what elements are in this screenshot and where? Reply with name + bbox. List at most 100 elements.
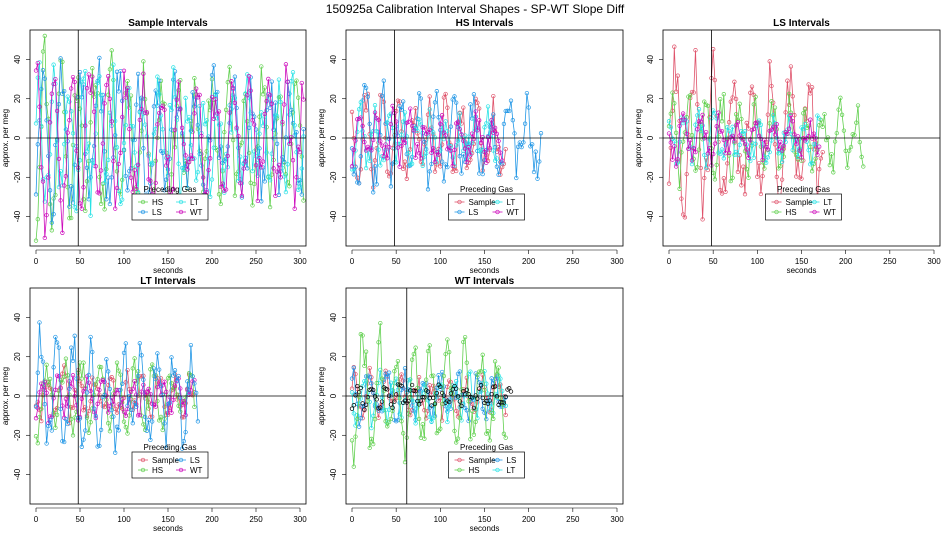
series-point-WT_self xyxy=(508,389,514,394)
series-point-WT xyxy=(397,164,402,169)
series-point-Sample xyxy=(358,167,363,172)
series-point-LT xyxy=(714,116,719,121)
series-point-HS xyxy=(252,181,257,187)
series-point-WT xyxy=(70,74,76,80)
series-point-WT xyxy=(457,126,462,132)
series-point-WT xyxy=(492,125,498,131)
series-point-LT xyxy=(155,74,160,79)
series-point-HS xyxy=(84,179,90,184)
series-point-LT xyxy=(349,167,355,172)
series-point-HS xyxy=(216,192,222,197)
series-point-WT xyxy=(130,189,135,194)
series-point-Sample xyxy=(439,142,445,147)
series-point-HS xyxy=(829,151,834,157)
series-point-HS xyxy=(299,154,304,159)
series-point-LT xyxy=(422,154,427,159)
legend-entry-label: Sample xyxy=(152,456,180,465)
series-point-LT xyxy=(63,109,69,115)
legend-swatch-point xyxy=(178,467,184,473)
series-point-LT xyxy=(751,155,756,160)
series-point-HS xyxy=(491,416,496,421)
series-point-Sample xyxy=(503,146,508,152)
series-point-LT xyxy=(353,423,358,428)
series-point-HS xyxy=(841,128,847,133)
series-point-HS xyxy=(90,66,95,71)
series-point-WT xyxy=(134,392,139,397)
series-point-WT xyxy=(135,413,141,418)
series-point-HS xyxy=(473,419,478,424)
series-point-Sample xyxy=(808,91,813,96)
series-point-LT xyxy=(250,168,255,174)
series-point-Sample xyxy=(179,415,185,420)
series-point-WT xyxy=(668,140,673,145)
series-point-WT xyxy=(468,153,473,158)
series-point-LS xyxy=(185,185,190,190)
series-point-LS xyxy=(102,393,107,398)
series-point-LT xyxy=(696,107,702,112)
series-point-Sample xyxy=(739,183,744,188)
series-point-Sample xyxy=(744,120,749,126)
series-point-WT xyxy=(732,139,737,144)
series-point-WT xyxy=(70,373,76,378)
series-point-HS xyxy=(705,103,711,109)
series-point-HS xyxy=(223,107,229,112)
series-point-HS xyxy=(399,419,404,424)
series-point-WT xyxy=(102,379,107,384)
series-point-Sample xyxy=(726,120,732,125)
series-point-LT xyxy=(171,65,176,70)
series-point-WT xyxy=(63,174,69,179)
series-point-LT xyxy=(702,152,707,158)
y-tick-label: 20 xyxy=(329,352,338,361)
series-point-HS xyxy=(455,436,461,441)
series-point-LT xyxy=(491,148,496,153)
y-tick-label: 20 xyxy=(329,94,338,103)
series-point-HS xyxy=(88,420,93,425)
series-point-WT xyxy=(705,151,711,156)
x-tick-label: 50 xyxy=(392,257,401,266)
series-point-HS xyxy=(54,412,60,417)
legend: Preceding Gas Sample LS HS LT xyxy=(448,443,525,479)
series-point-HS xyxy=(462,334,468,340)
series-point-HS xyxy=(439,401,445,407)
series-point-WT xyxy=(282,102,287,107)
series-point-LT xyxy=(809,160,815,166)
series-point-LS xyxy=(123,341,128,346)
y-tick-label: 0 xyxy=(13,135,22,140)
series-point-LS xyxy=(35,142,40,147)
series-point-LT xyxy=(287,112,292,117)
series-point-WT xyxy=(248,88,253,93)
series-point-WT xyxy=(797,148,802,153)
series-point-LS xyxy=(496,172,501,177)
series-point-LS xyxy=(185,379,190,384)
series-point-WT xyxy=(283,62,289,67)
series-point-WT xyxy=(680,111,686,116)
series-point-LS xyxy=(42,402,47,407)
series-point-Sample xyxy=(693,48,698,53)
series-point-HS xyxy=(296,95,301,100)
legend-entry-label: WT xyxy=(507,208,520,217)
series-point-WT xyxy=(164,389,169,394)
series-point-LT xyxy=(698,128,703,133)
series-point-WT xyxy=(462,146,468,151)
series-point-HS xyxy=(753,94,758,99)
series-point-HS xyxy=(376,340,381,345)
series-point-Sample xyxy=(772,142,778,147)
series-point-LS xyxy=(44,118,49,123)
series-point-LT xyxy=(695,113,700,118)
series-group xyxy=(666,44,866,222)
y-axis-label: approx. per meg xyxy=(634,109,643,167)
series-point-WT xyxy=(167,189,172,194)
legend-swatch-point xyxy=(774,209,779,215)
series-point-LS xyxy=(519,144,524,150)
series-point-LS xyxy=(372,163,378,169)
series-point-LS xyxy=(457,369,462,374)
series-point-WT xyxy=(164,163,169,168)
series-point-WT xyxy=(355,117,360,122)
series-point-WT xyxy=(98,168,104,173)
series-point-WT xyxy=(79,206,84,211)
series-point-LT xyxy=(97,74,102,79)
series-point-LS xyxy=(287,91,292,96)
series-point-WT xyxy=(790,119,795,124)
legend-swatch-point xyxy=(495,199,500,205)
legend-box xyxy=(765,193,842,221)
